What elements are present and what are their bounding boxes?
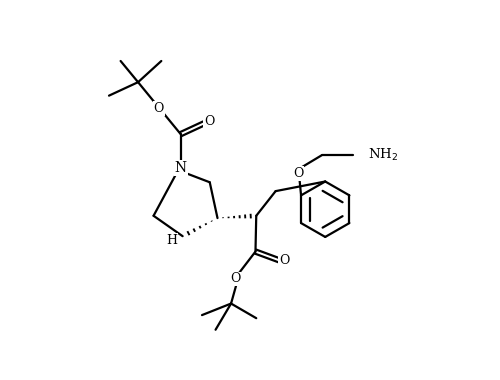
Text: NH$_2$: NH$_2$	[368, 147, 398, 163]
Text: H: H	[166, 234, 177, 247]
Text: O: O	[204, 116, 214, 128]
Text: N: N	[174, 161, 187, 175]
Text: O: O	[280, 253, 289, 266]
Text: O: O	[293, 167, 304, 180]
Text: O: O	[154, 102, 164, 115]
Text: O: O	[230, 272, 240, 285]
